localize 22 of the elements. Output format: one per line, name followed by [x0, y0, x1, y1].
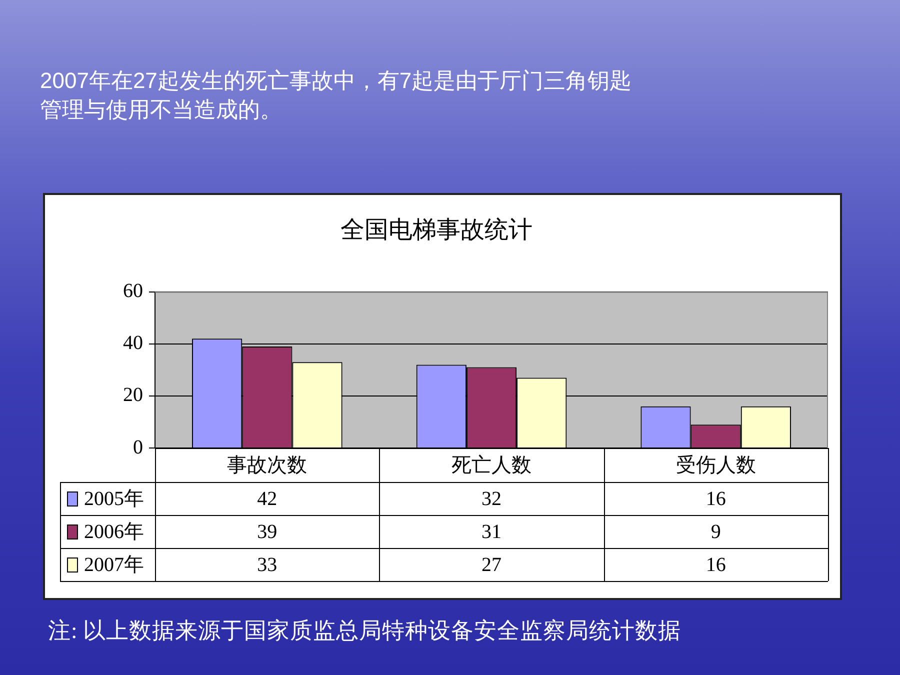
data-label: 27 [482, 554, 502, 576]
text: 注: 以上数据来源于国家质监总局特种设备安全监察局统计数据 [48, 617, 681, 645]
text: 2007年在27起发生的死亡事故中，有7起是由于厅门三角钥匙管理与使用不当造成的。 [40, 67, 633, 124]
data-label: 32 [482, 488, 502, 510]
legend-label: 2005年 [84, 488, 144, 510]
data-label: 9 [710, 520, 721, 543]
data-label: 42 [257, 488, 278, 510]
data-label: 16 [706, 554, 726, 576]
data-label: 39 [257, 520, 278, 543]
x-tick-label: 事故次数 [227, 454, 308, 476]
data-label: 31 [482, 520, 502, 543]
y-tick-label: 60 [123, 280, 143, 302]
y-tick-label: 40 [123, 332, 143, 354]
data-label: 33 [257, 554, 278, 576]
legend-label: 2006年 [84, 520, 144, 543]
x-tick-label: 受伤人数 [676, 454, 756, 476]
chart-title: 全国电梯事故统计 [340, 216, 532, 244]
data-label: 16 [706, 488, 726, 510]
y-tick-label: 0 [133, 436, 143, 458]
y-tick-label: 20 [123, 384, 143, 406]
legend-label: 2007年 [84, 554, 144, 576]
x-tick-label: 死亡人数 [452, 454, 532, 476]
